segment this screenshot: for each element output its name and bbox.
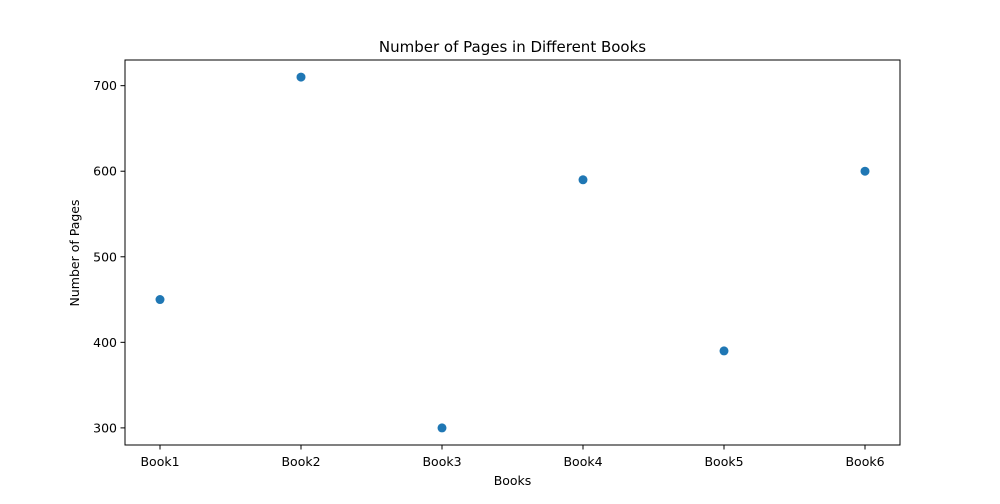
- y-tick-label: 500: [93, 249, 117, 264]
- y-tick-label: 700: [93, 78, 117, 93]
- y-tick-label: 300: [93, 420, 117, 435]
- plot-area: Book1 Book2 Book3 Book4 Book5 Book6 300 400 500 6…: [93, 59, 901, 469]
- x-tick-label: Book2: [281, 454, 320, 469]
- y-axis-label: Number of Pages: [67, 200, 82, 307]
- y-tick-label: 400: [93, 335, 117, 350]
- y-tick-label: 600: [93, 164, 117, 179]
- data-point: [296, 72, 306, 82]
- data-point: [860, 166, 870, 176]
- x-axis-label: Books: [494, 473, 532, 488]
- x-tick-label: Book5: [704, 454, 743, 469]
- x-tick-label: Book4: [563, 454, 602, 469]
- x-tick-label: Book6: [845, 454, 884, 469]
- plot-frame: [124, 59, 901, 446]
- data-point: [155, 295, 165, 305]
- chart-title: Number of Pages in Different Books: [379, 38, 646, 56]
- data-point: [437, 423, 447, 433]
- data-point: [719, 346, 729, 356]
- x-tick-label: Book1: [140, 454, 179, 469]
- x-tick-label: Book3: [422, 454, 461, 469]
- data-point: [578, 175, 588, 185]
